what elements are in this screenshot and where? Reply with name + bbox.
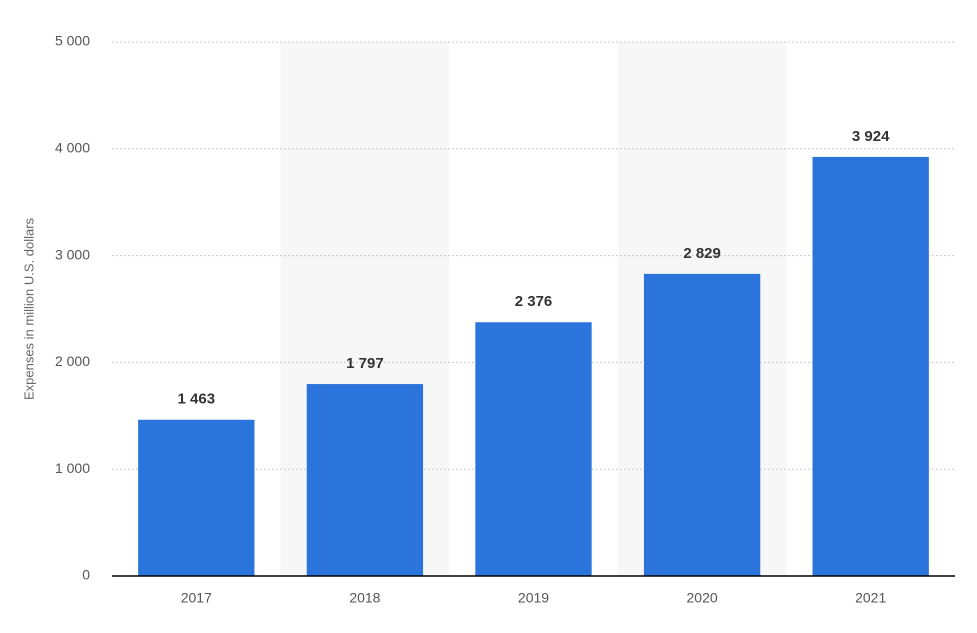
- value-label: 1 463: [178, 391, 216, 408]
- x-tick-label: 2021: [855, 590, 886, 606]
- x-tick-label: 2017: [181, 590, 212, 606]
- value-label: 1 797: [346, 355, 384, 372]
- y-tick-label: 0: [82, 567, 90, 583]
- value-label: 3 924: [852, 128, 890, 145]
- y-tick-label: 1 000: [55, 460, 90, 476]
- value-label: 2 829: [683, 245, 721, 262]
- y-tick-label: 2 000: [55, 353, 90, 369]
- x-tick-label: 2020: [687, 590, 718, 606]
- x-tick-label: 2019: [518, 590, 549, 606]
- x-tick-label: 2018: [349, 590, 380, 606]
- value-label: 2 376: [515, 293, 553, 310]
- y-axis-label: Expenses in million U.S. dollars: [21, 217, 36, 400]
- y-tick-label: 5 000: [55, 33, 90, 49]
- bar: [306, 384, 424, 576]
- bar: [643, 273, 761, 576]
- bar: [475, 322, 592, 576]
- y-tick-label: 4 000: [55, 140, 90, 156]
- y-tick-label: 3 000: [55, 246, 90, 262]
- bar: [138, 419, 255, 576]
- bar: [812, 156, 929, 576]
